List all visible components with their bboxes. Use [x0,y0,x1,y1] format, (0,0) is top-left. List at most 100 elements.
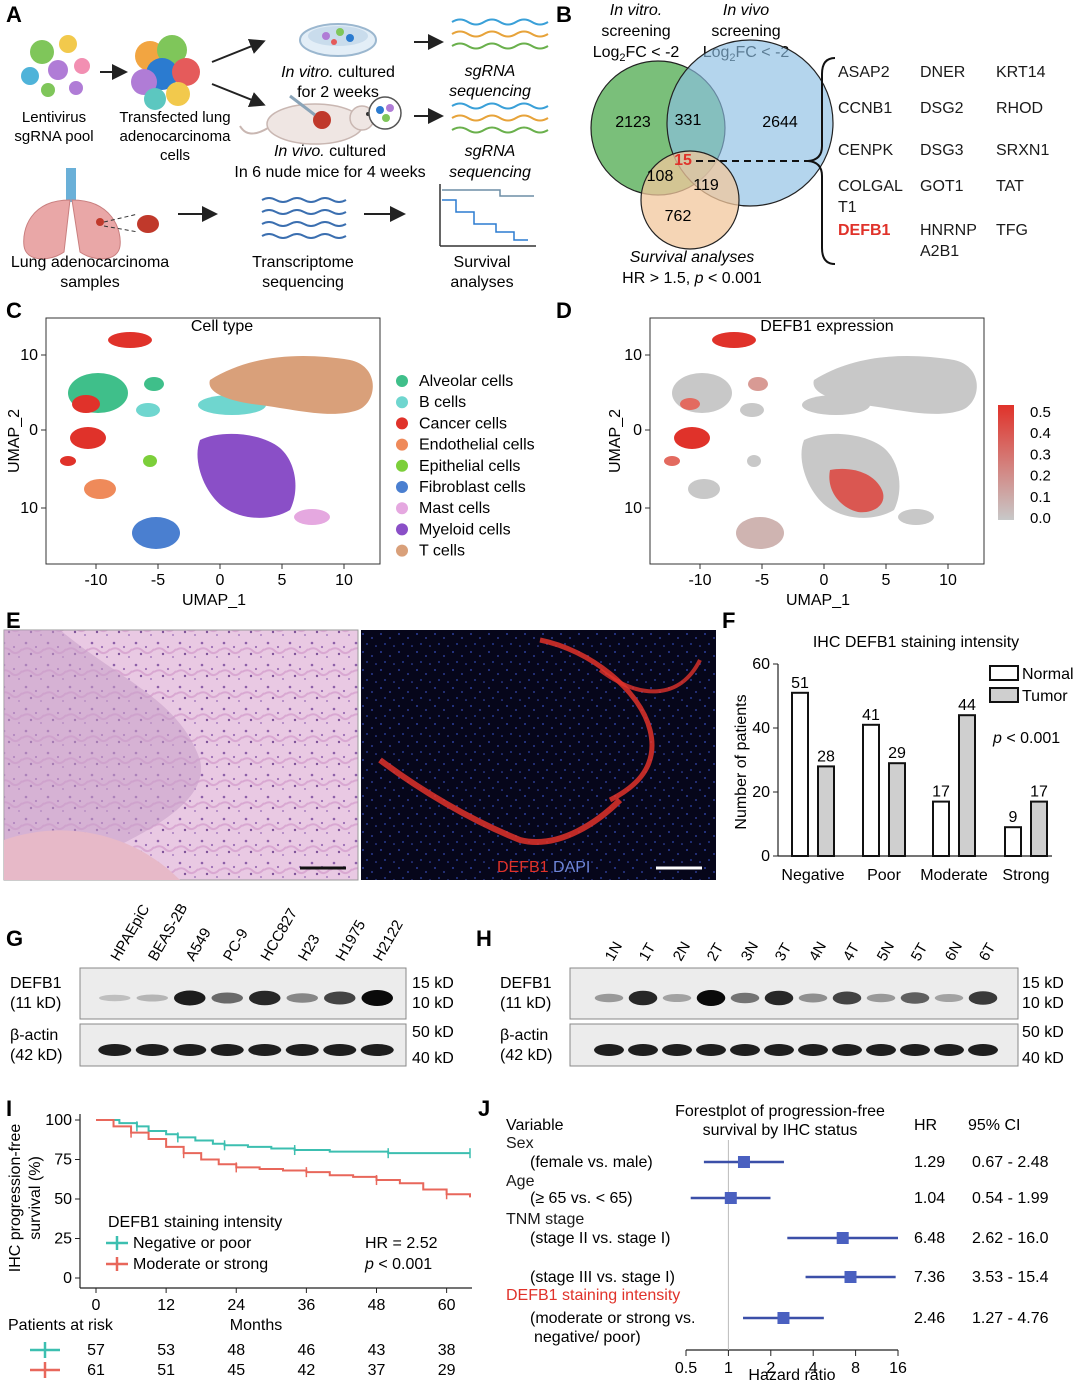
forest-hr-1: 1.04 [914,1190,945,1207]
actin-band-5 [285,1044,319,1056]
panel-i: I IHC progression-free survival (%) 0 25 5… [6,1096,472,1379]
risk-cell-1-1: 51 [157,1362,175,1379]
lane-label-7: H2122 [370,917,407,964]
invivo-title-1: In vivo [723,2,769,19]
xtick-label-3: 5 [882,572,891,589]
forest-xtick-label-4: 8 [851,1360,860,1377]
umap-c-clusters [60,332,373,549]
panel-h: H 1N 1T 2N 2T 3N 3T 4N 4T 5N 5T 6N 6T DEFB1 (11 kD)… [476,926,1064,1067]
actin-band-3 [210,1044,244,1056]
forest-col-hr: HR [914,1117,937,1134]
km-ylabel-1: IHC progression-free [7,1124,24,1273]
gene-4-0: T1 [838,199,857,216]
defb1-band-1 [628,990,658,1006]
forest-point-3 [844,1271,857,1283]
exp-cluster-top [712,332,756,348]
cluster-b-small [136,403,160,417]
forest-row-head-0: Sex [506,1135,534,1152]
umap-d-ylabel: UMAP_2 [607,409,624,473]
legend-label-2: Cancer cells [419,415,507,432]
sgrna-label-top-1: sgRNA [465,63,516,80]
survival-criteria: HR > 1.5, p < 0.001 [622,270,762,287]
gene-list: ASAP2 DNER KRT14 CCNB1 DSG2 RHOD CENPK DSG3 SRXN… [838,64,1049,260]
lentivirus-label-1: Lentivirus [22,109,86,126]
defb1-band-5 [764,990,794,1006]
umap-d-axes: -10 -5 0 5 10 10 0 10 [624,347,957,589]
transcriptome-strands [261,197,347,239]
venn-count-survival: 762 [665,208,692,225]
he-stroma-region [4,630,202,870]
lane-label-3: PC-9 [220,926,252,964]
if-legend: DEFB1 DAPI [497,859,590,876]
umap-d-clusters [664,332,977,549]
bar-category-3: Strong [1002,867,1049,884]
exp-cluster-f [747,455,761,467]
lane-label-11: 6T [976,940,999,964]
cluster-alveolar-small [144,377,164,391]
forest-point-0 [737,1156,750,1168]
blot-h-row2-size: (42 kD) [500,1047,552,1064]
defb1-band-4 [249,990,281,1006]
km-ticks: 0 25 50 75 100 0 12 24 36 48 60 [45,1112,455,1314]
umap-c-legend: Alveolar cells B cells Cancer cells Endothe… [396,373,535,560]
defb1-band-5 [286,993,318,1003]
legend-dot-0 [396,375,408,387]
if-defb1-signal-1 [539,637,655,803]
bar-ytick-label-0: 0 [761,848,770,865]
blot-g-marker-10: 10 kD [412,995,454,1012]
bar-normal-3 [1004,826,1022,858]
forest-ticks: 0.5 1 2 4 8 16 [675,1140,907,1377]
km-ylabel-2: survival (%) [27,1156,44,1240]
blot-h-row1-size: (11 kD) [500,995,551,1012]
xtick-label-4: 10 [939,572,957,589]
bar-tumor-0 [817,765,835,858]
actin-band-5 [764,1044,794,1056]
cluster-epithelial [143,455,157,467]
forest-hr-0: 1.29 [914,1154,945,1171]
lane-label-10: 6N [942,939,966,964]
risk-cell-1-0: 61 [87,1362,105,1379]
gene-5-1: HNRNP [920,222,977,239]
panel-e: E DEFB1 DAPI [3,608,716,881]
exp-cluster-c [740,403,764,417]
defb1-band-4 [730,992,760,1004]
venn-count-center: 15 [674,152,692,169]
forest-xtick-label-1: 1 [724,1360,733,1377]
bar-value-tumor-3: 17 [1030,784,1048,801]
bar-tumor-3 [1030,800,1048,857]
survival-curve-icon [439,184,536,247]
bar-value-normal-0: 51 [791,675,809,692]
xtick-label-2: 0 [216,572,225,589]
bar-tumor-2 [958,714,976,858]
sgrna-label-top-2: sequencing [449,83,531,100]
invivo-label-2: In 6 nude mice for 4 weeks [234,164,425,181]
bar-category-0: Negative [781,867,844,884]
actin-band-9 [900,1044,930,1056]
forest-row-sub-0: (female vs. male) [530,1154,653,1171]
defb1-band-1 [136,994,168,1002]
survival-title: Survival analyses [630,249,755,266]
sgrna-label-bottom-1: sgRNA [465,143,516,160]
bar-value-normal-3: 9 [1009,809,1018,826]
cluster-t [209,356,373,414]
scale-label-0: 0.5 [1030,404,1051,421]
defb1-band-7 [832,991,862,1005]
legend-label-8: T cells [419,543,465,560]
gene-5-2: TFG [996,222,1028,239]
xtick-label-1: -5 [151,572,165,589]
transfected-label-3: cells [160,147,190,164]
lane-label-1: 1T [636,940,659,964]
invitro-label-2: for 2 weeks [297,84,379,101]
blot-h-row2-name: β-actin [500,1027,548,1044]
actin-band-2 [173,1044,207,1056]
exp-cluster-h [736,517,784,549]
exp-cluster-e [664,456,680,466]
cluster-myeloid [197,433,296,518]
forest-point-2 [836,1232,849,1244]
invitro-title-3: Log2FC < -2 [593,44,680,64]
bar-chart-title: IHC DEFB1 staining intensity [813,634,1019,651]
actin-band-11 [968,1044,998,1056]
blot-h-marker-50: 50 kD [1022,1024,1064,1041]
defb1-band-3 [696,990,726,1006]
if-defb1-signal-3 [598,659,702,694]
